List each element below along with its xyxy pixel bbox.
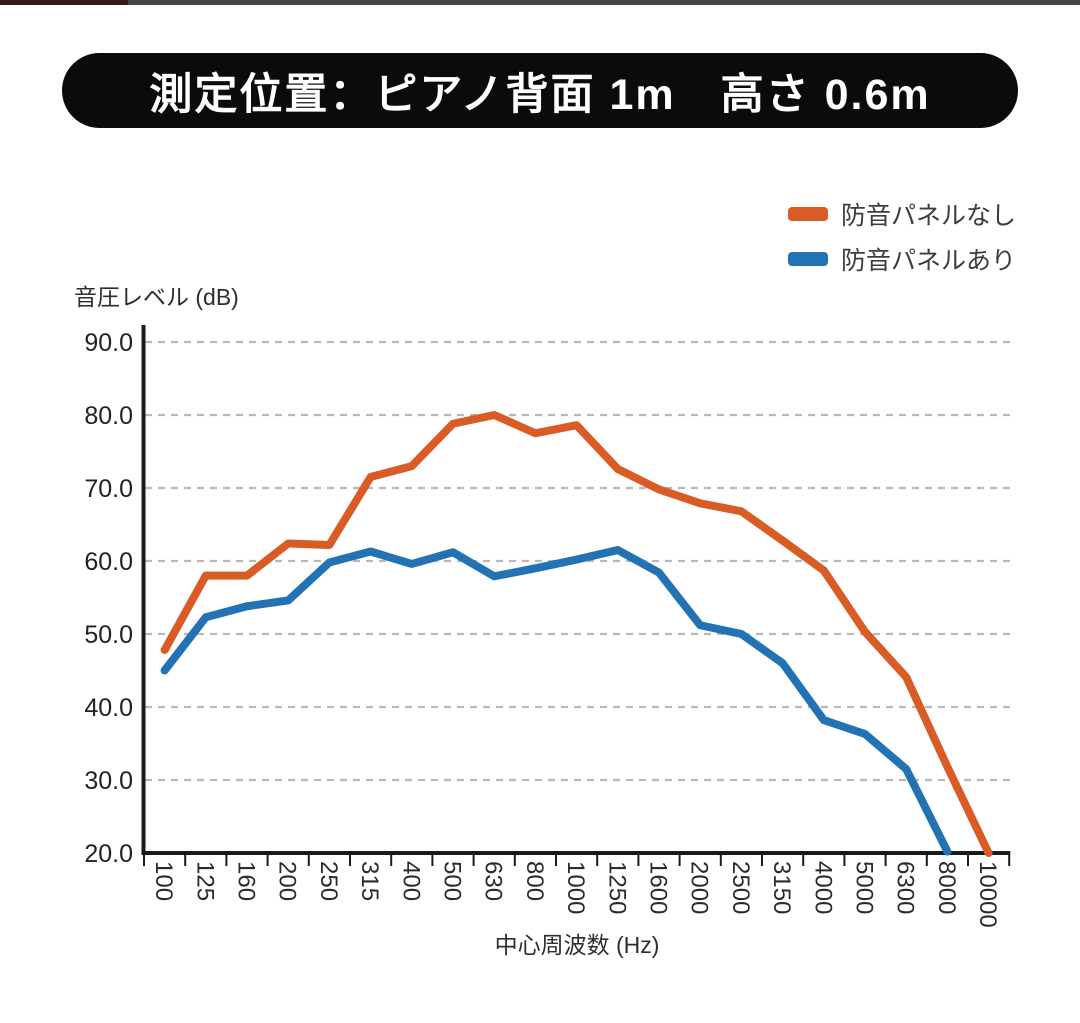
x-tick-label: 5000	[851, 861, 878, 914]
legend-swatch-with-panel	[788, 252, 828, 266]
chart-title-banner: 測定位置：ピアノ背面 1m 高さ 0.6m	[62, 53, 1018, 128]
x-tick-label: 6300	[892, 861, 919, 914]
x-tick-label: 10000	[974, 861, 1001, 928]
photo-edge-strip-left	[0, 0, 128, 5]
legend-swatch-no-panel	[788, 207, 828, 221]
series-line-no-panel	[160, 411, 993, 857]
x-tick-label: 8000	[933, 861, 960, 914]
x-tick-label: 2000	[686, 861, 713, 914]
photo-edge-strip	[0, 0, 1080, 5]
x-tick-label: 125	[191, 861, 218, 901]
y-tick-label: 80.0	[84, 402, 133, 430]
y-tick-label: 40.0	[84, 694, 133, 722]
x-tick-label: 4000	[809, 861, 836, 914]
y-axis-title: 音圧レベル (dB)	[74, 284, 239, 310]
x-axis-title: 中心周波数 (Hz)	[494, 932, 660, 958]
legend-item-with-panel: 防音パネルあり	[788, 241, 1016, 277]
x-tick-label: 1250	[603, 861, 630, 914]
legend-label-with-panel: 防音パネルあり	[841, 247, 1017, 275]
x-tick-label: 3150	[768, 861, 795, 914]
legend: 防音パネルなし 防音パネルあり	[788, 196, 1016, 277]
chart-title-text: 測定位置：ピアノ背面 1m 高さ 0.6m	[149, 70, 931, 119]
x-tick-label: 315	[356, 861, 383, 901]
photo-edge-strip-right	[128, 0, 1080, 5]
x-tick-label: 100	[150, 861, 177, 901]
legend-label-no-panel: 防音パネルなし	[841, 202, 1017, 230]
y-tick-label: 90.0	[84, 329, 133, 357]
y-tick-label: 60.0	[84, 548, 133, 576]
x-tick-label: 250	[315, 861, 342, 901]
x-tick-label: 1000	[562, 861, 589, 914]
y-tick-label: 70.0	[84, 475, 133, 503]
x-tick-label: 2500	[727, 861, 754, 914]
x-tick-label: 160	[233, 861, 260, 901]
y-tick-label: 20.0	[84, 840, 133, 868]
x-tick-label: 630	[480, 861, 507, 901]
y-tick-label: 30.0	[84, 767, 133, 795]
legend-item-no-panel: 防音パネルなし	[788, 196, 1016, 232]
series-line-with-panel	[160, 546, 952, 856]
x-tick-label: 800	[521, 861, 548, 901]
y-tick-label: 50.0	[84, 621, 133, 649]
x-tick-label: 200	[274, 861, 301, 901]
x-tick-label: 400	[397, 861, 424, 901]
x-tick-label: 500	[439, 861, 466, 901]
x-tick-label: 1600	[645, 861, 672, 914]
